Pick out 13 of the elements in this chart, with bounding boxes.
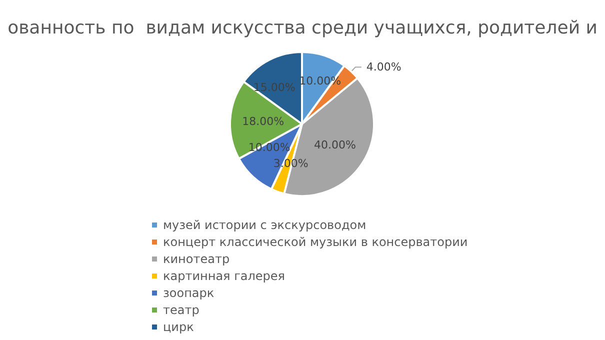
legend-label: концерт классической музыки в консерватории bbox=[163, 235, 468, 249]
legend-label: картинная галерея bbox=[163, 269, 286, 283]
chart-title: ованность по видам искусства среди учащихся, родителей и bbox=[8, 18, 598, 38]
legend-label: цирк bbox=[163, 320, 194, 334]
data-label: 15.00% bbox=[253, 80, 296, 94]
legend-label: музей истории с экскурсоводом bbox=[163, 218, 366, 232]
legend-label: театр bbox=[163, 303, 200, 317]
legend-label: кинотеатр bbox=[163, 252, 230, 266]
data-label: 3.00% bbox=[273, 157, 308, 170]
data-label: 40.00% bbox=[314, 138, 356, 152]
data-label: 18.00% bbox=[242, 115, 284, 128]
legend-label: зоопарк bbox=[163, 286, 214, 300]
data-label: 4.00% bbox=[366, 60, 402, 74]
